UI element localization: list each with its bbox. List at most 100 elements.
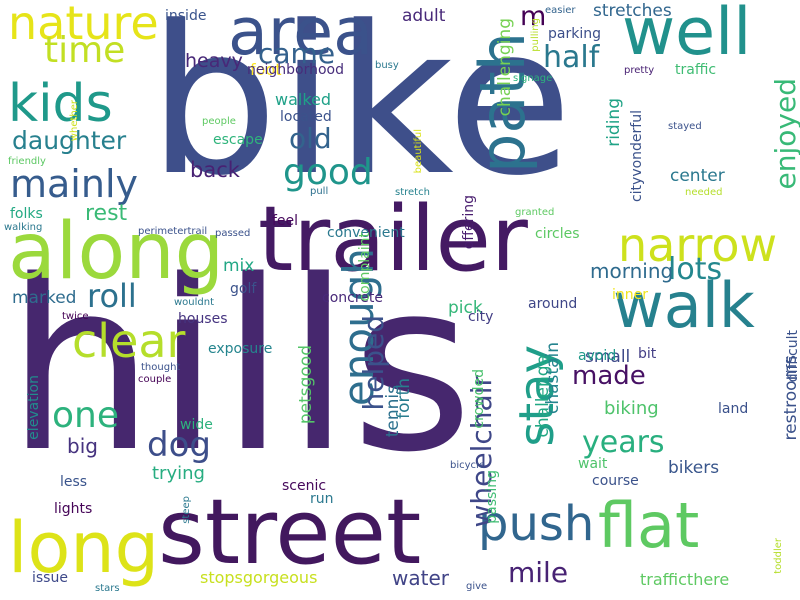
cloud-word: old	[289, 122, 332, 155]
cloud-word: foot	[250, 60, 282, 79]
cloud-word: exposure	[208, 341, 273, 357]
cloud-word: toddler	[773, 538, 784, 574]
cloud-word: bit	[638, 346, 657, 362]
cloud-word: well	[622, 0, 752, 70]
cloud-word: city	[468, 309, 494, 325]
cloud-word: around	[528, 296, 578, 312]
cloud-word: chastain	[543, 342, 563, 414]
cloud-word: along	[8, 207, 225, 297]
cloud-word: trying	[152, 463, 205, 484]
cloud-word: morning	[590, 259, 674, 283]
cloud-word: stars	[95, 583, 120, 594]
cloud-word: petsgood	[296, 345, 316, 425]
cloud-word: push	[478, 496, 595, 552]
cloud-word: elevation	[26, 375, 42, 440]
cloud-word: feel	[272, 213, 299, 229]
cloud-word: bikers	[668, 458, 720, 478]
cloud-word: area	[228, 0, 373, 70]
cloud-word: course	[592, 473, 639, 489]
cloud-word: signage	[513, 73, 553, 84]
cloud-word: inner	[612, 287, 649, 303]
cloud-word: came	[258, 37, 336, 70]
cloud-word: lots	[668, 252, 723, 287]
cloud-word: pulling	[530, 18, 541, 52]
cloud-word: small	[585, 347, 631, 367]
cloud-word: give	[466, 581, 488, 592]
cloud-word: scenic	[282, 478, 327, 494]
cloud-word: wait	[578, 456, 608, 472]
cloud-word: pull	[310, 186, 329, 197]
cloud-word: kids	[8, 74, 113, 134]
cloud-word: trafficthere	[640, 570, 730, 589]
cloud-word: neighborhood	[247, 62, 344, 78]
cloud-word: long	[8, 507, 160, 589]
cloud-word: bicycle	[450, 460, 485, 471]
cloud-word: flat	[598, 489, 700, 562]
cloud-word: center	[670, 166, 725, 186]
cloud-word: friendly	[8, 156, 46, 167]
cloud-word: stretch	[395, 187, 430, 198]
cloud-word: mainly	[10, 162, 138, 206]
cloud-word: offering	[461, 195, 477, 250]
cloud-word: cityvonderful	[629, 110, 645, 203]
cloud-word: good	[283, 152, 373, 193]
cloud-word: hills	[6, 231, 474, 504]
cloud-word: passing	[484, 470, 500, 524]
cloud-word: folks	[10, 206, 43, 222]
cloud-word: marked	[12, 288, 77, 308]
cloud-word: one	[52, 395, 119, 436]
cloud-word: located	[280, 109, 332, 125]
cloud-word: adult	[402, 6, 446, 26]
cloud-word: heavy	[185, 50, 243, 72]
cloud-word: time	[44, 30, 126, 71]
cloud-word: perimetertrail	[138, 226, 208, 237]
cloud-word: big	[67, 434, 98, 458]
cloud-word: daughter	[12, 126, 127, 155]
cloud-word: riding	[604, 98, 624, 147]
cloud-word: biking	[604, 398, 659, 419]
cloud-word: twice	[62, 311, 89, 322]
cloud-word: challenging	[495, 18, 515, 117]
cloud-word: made	[572, 361, 646, 391]
cloud-word: people	[202, 116, 236, 127]
cloud-word: clear	[72, 314, 186, 368]
cloud-word: street	[158, 480, 422, 585]
cloud-word: bike	[148, 0, 573, 221]
cloud-word: avoid	[578, 348, 617, 364]
cloud-word: back	[190, 158, 240, 182]
cloud-word: roll	[87, 277, 137, 315]
cloud-word: complaint	[357, 232, 373, 302]
cloud-word: convenient	[327, 225, 405, 241]
cloud-word: enjoyed	[769, 78, 800, 190]
cloud-word: nature	[8, 0, 159, 50]
cloud-word: water	[392, 566, 449, 590]
cloud-word: rest	[85, 201, 128, 226]
cloud-word: walking	[4, 222, 43, 233]
cloud-word: inside	[165, 8, 207, 24]
cloud-word: land	[718, 401, 749, 417]
cloud-word: less	[60, 474, 88, 490]
cloud-word: trailer	[258, 187, 528, 292]
cloud-word: dog	[147, 425, 211, 465]
cloud-word: golf	[230, 281, 257, 297]
cloud-word: pretty	[624, 65, 655, 76]
cloud-word: walk	[613, 269, 755, 342]
cloud-word: tennis	[383, 385, 403, 438]
cloud-word: needed	[685, 187, 723, 198]
cloud-word: easier	[545, 5, 576, 16]
cloud-word: passed	[215, 228, 251, 239]
cloud-word: lights	[54, 501, 93, 517]
cloud-word: granted	[515, 207, 555, 218]
cloud-word: mile	[508, 556, 569, 589]
cloud-word: issue	[32, 570, 68, 586]
cloud-word: escape	[213, 132, 263, 148]
cloud-word: beautiful	[413, 129, 424, 174]
cloud-word: busy	[375, 60, 399, 71]
cloud-word: crowded	[471, 369, 487, 429]
cloud-word: stayed	[668, 121, 702, 132]
cloud-word: steep	[181, 496, 192, 524]
cloud-word: wide	[180, 417, 213, 433]
cloud-word: narrow	[618, 218, 778, 272]
cloud-word: houses	[178, 311, 228, 327]
cloud-word: walked	[275, 90, 332, 109]
